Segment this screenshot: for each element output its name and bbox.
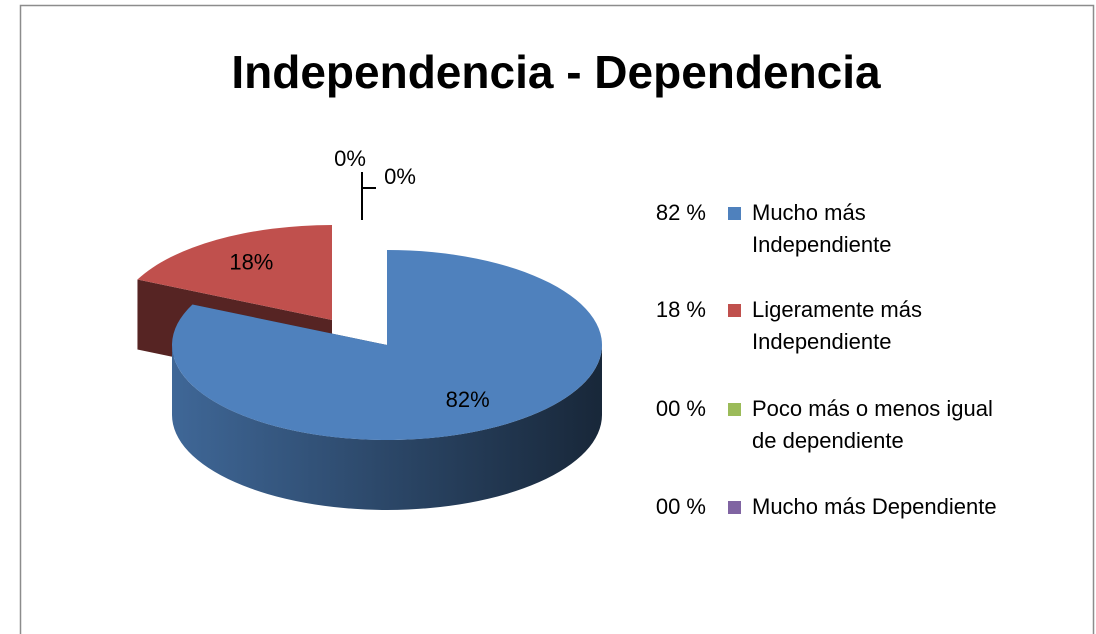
pie-slice	[171, 250, 602, 510]
legend-label: Ligeramente más Independiente	[752, 297, 922, 354]
leader-line	[361, 187, 376, 218]
legend-value: 00 %	[655, 396, 706, 421]
legend-value: 00 %	[655, 494, 706, 519]
data-label: 18%	[229, 250, 273, 275]
data-label: 82%	[446, 387, 490, 412]
legend-swatch	[728, 207, 741, 220]
chart-title: Independencia - Dependencia	[231, 46, 881, 98]
legend-swatch	[728, 501, 741, 514]
legend-swatch	[728, 304, 741, 317]
legend-label: Mucho más Independiente	[752, 200, 892, 257]
slice-top	[137, 225, 332, 320]
legend-value: 82 %	[655, 200, 706, 225]
legend-value: 18 %	[655, 297, 706, 322]
data-label: 0%	[384, 164, 416, 189]
legend-swatch	[728, 403, 741, 416]
data-label: 0%	[334, 146, 366, 171]
legend-label: Mucho más Dependiente	[752, 494, 997, 519]
slice-outer-side	[172, 345, 602, 510]
legend-label: Poco más o menos igual de dependiente	[752, 396, 993, 453]
slice-top	[171, 250, 602, 441]
